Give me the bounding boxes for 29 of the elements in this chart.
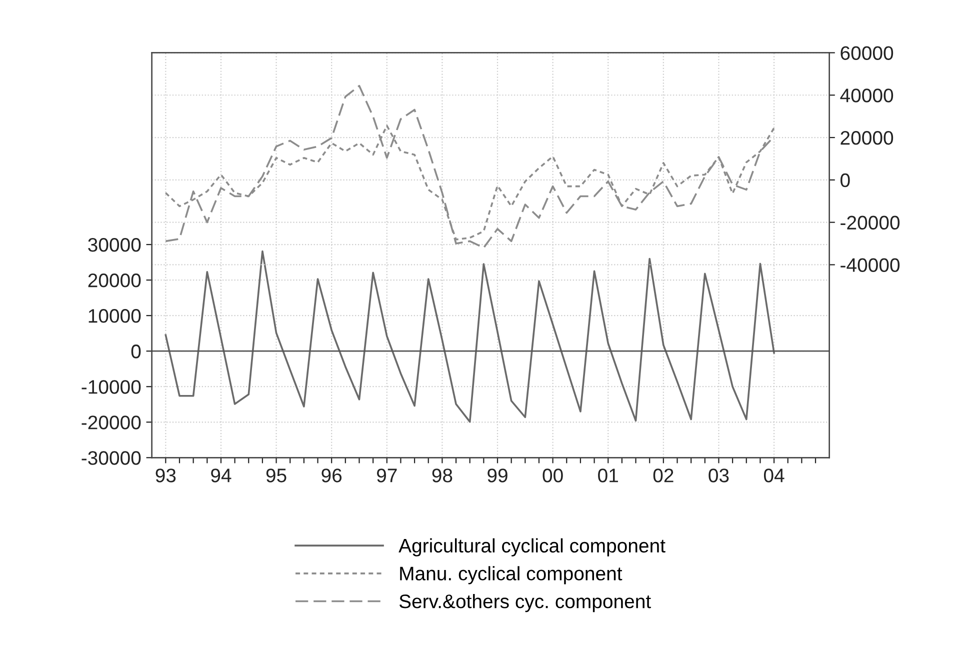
x-tick-label: 98	[432, 468, 452, 482]
y2-tick-label: 0	[840, 173, 850, 188]
legend-label: Serv.&others cyc. component	[399, 594, 651, 612]
x-tick-label: 03	[708, 468, 729, 482]
y-tick-label: -10000	[82, 380, 141, 394]
y2-tick-label: -20000	[840, 216, 900, 230]
x-tick-label: 94	[211, 468, 232, 482]
x-tick-label: 01	[598, 468, 618, 482]
x-tick-label: 95	[266, 468, 286, 482]
y-tick-label: 30000	[88, 238, 141, 252]
y2-tick-label: -40000	[840, 258, 900, 272]
x-tick-label: 02	[653, 468, 674, 482]
y2-tick-label: 60000	[840, 46, 894, 60]
x-tick-label: 97	[376, 468, 397, 482]
y-tick-label: -20000	[82, 416, 141, 430]
x-tick-label: 04	[764, 468, 784, 482]
y2-tick-label: 40000	[840, 88, 894, 102]
y-tick-label: 20000	[88, 274, 141, 288]
y2-tick-label: 20000	[840, 131, 894, 145]
legend-label: Manu. cyclical component	[400, 566, 622, 584]
x-tick-label: 96	[322, 468, 342, 482]
y-tick-label: -30000	[82, 451, 141, 465]
x-tick-label: 99	[488, 468, 508, 482]
legend-label: Agricultural cyclical component	[398, 538, 666, 556]
x-tick-label: 00	[542, 468, 563, 482]
y-tick-label: 0	[131, 344, 141, 358]
line-series	[164, 250, 775, 423]
x-tick-label: 93	[156, 468, 176, 482]
y-tick-label: 10000	[88, 309, 141, 323]
